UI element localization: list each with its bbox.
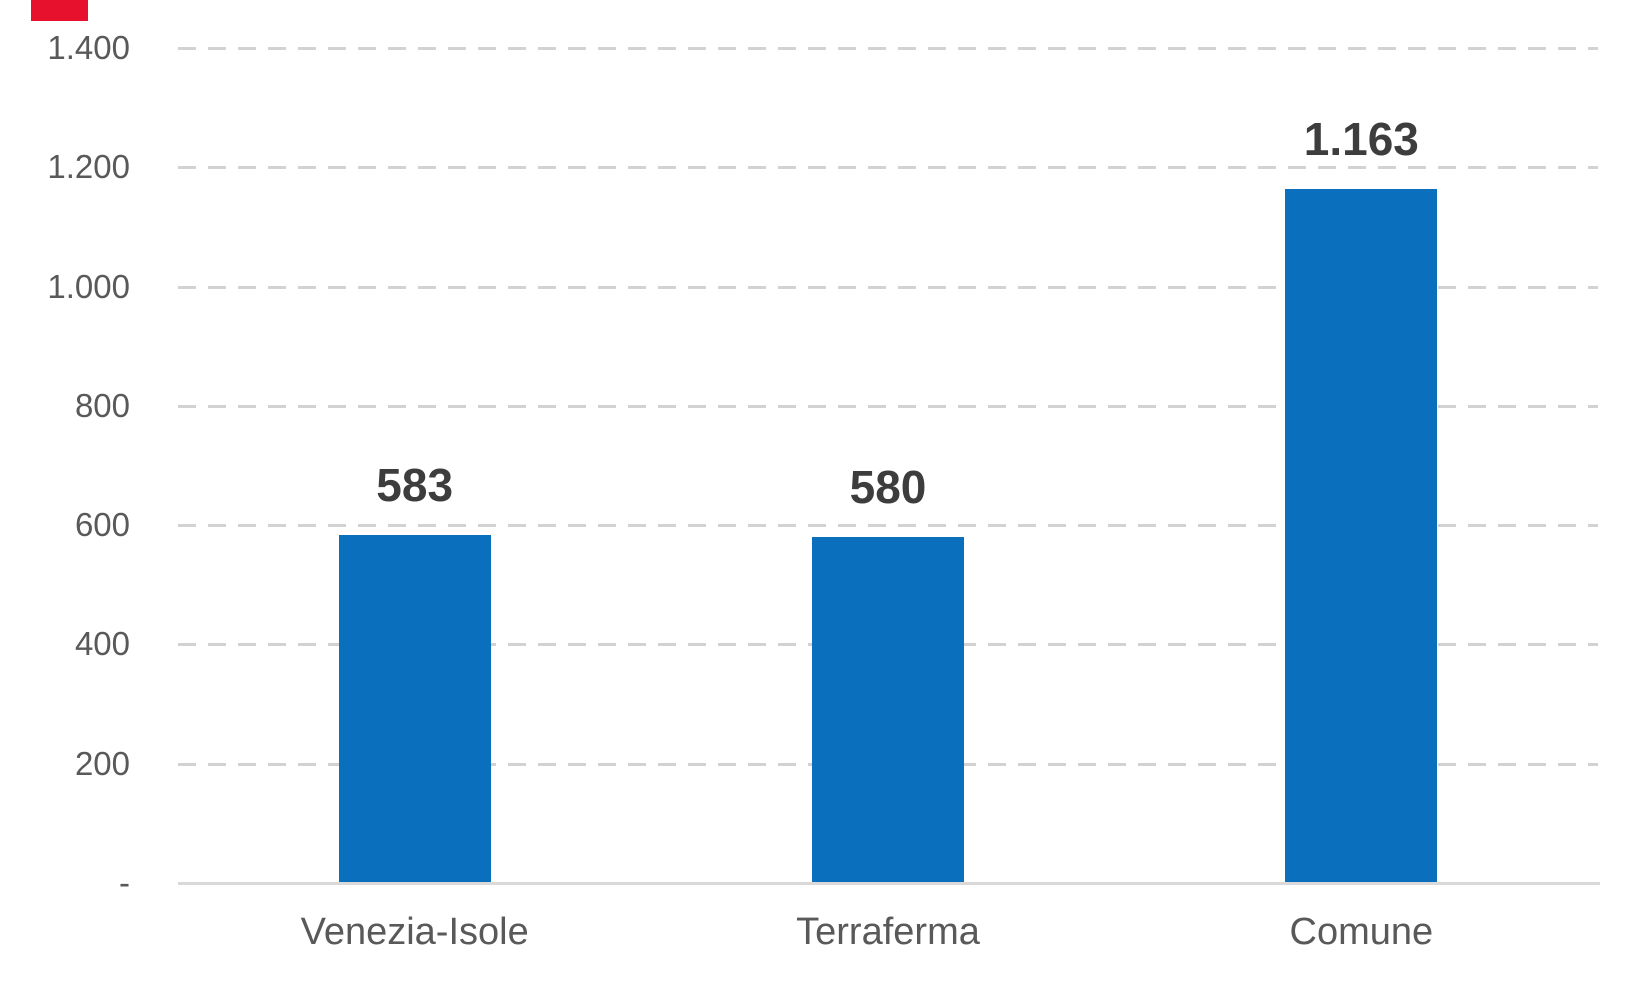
y-axis-tick-label: 600 [74,506,130,544]
bar-venezia-isole [338,535,491,883]
y-axis-tick-label: 200 [74,744,130,782]
gridline [178,524,1598,528]
gridline [178,404,1598,408]
y-axis-tick-label: 800 [74,386,130,424]
bar-comune [1285,189,1438,883]
value-label-terraferma: 580 [849,461,927,514]
y-axis-tick-label: 400 [74,625,130,663]
gridline [178,47,1598,50]
x-axis-line [178,882,1600,885]
y-axis-tick-label: 1.200 [47,148,130,186]
red-marker [31,0,88,21]
x-axis-label-terraferma: Terraferma [796,911,980,953]
y-axis-tick-label: 1.000 [47,267,130,305]
bar-terraferma [812,537,964,883]
y-axis-tick-label: - [119,864,130,901]
gridline [178,285,1598,289]
x-axis-label-comune: Comune [1289,911,1434,953]
y-axis-tick-label: 1.400 [47,29,130,66]
value-label-comune: 1.163 [1303,113,1419,166]
value-label-venezia-isole: 583 [376,459,454,512]
gridline [178,166,1598,170]
x-axis-label-venezia-isole: Venezia-Isole [300,911,529,953]
